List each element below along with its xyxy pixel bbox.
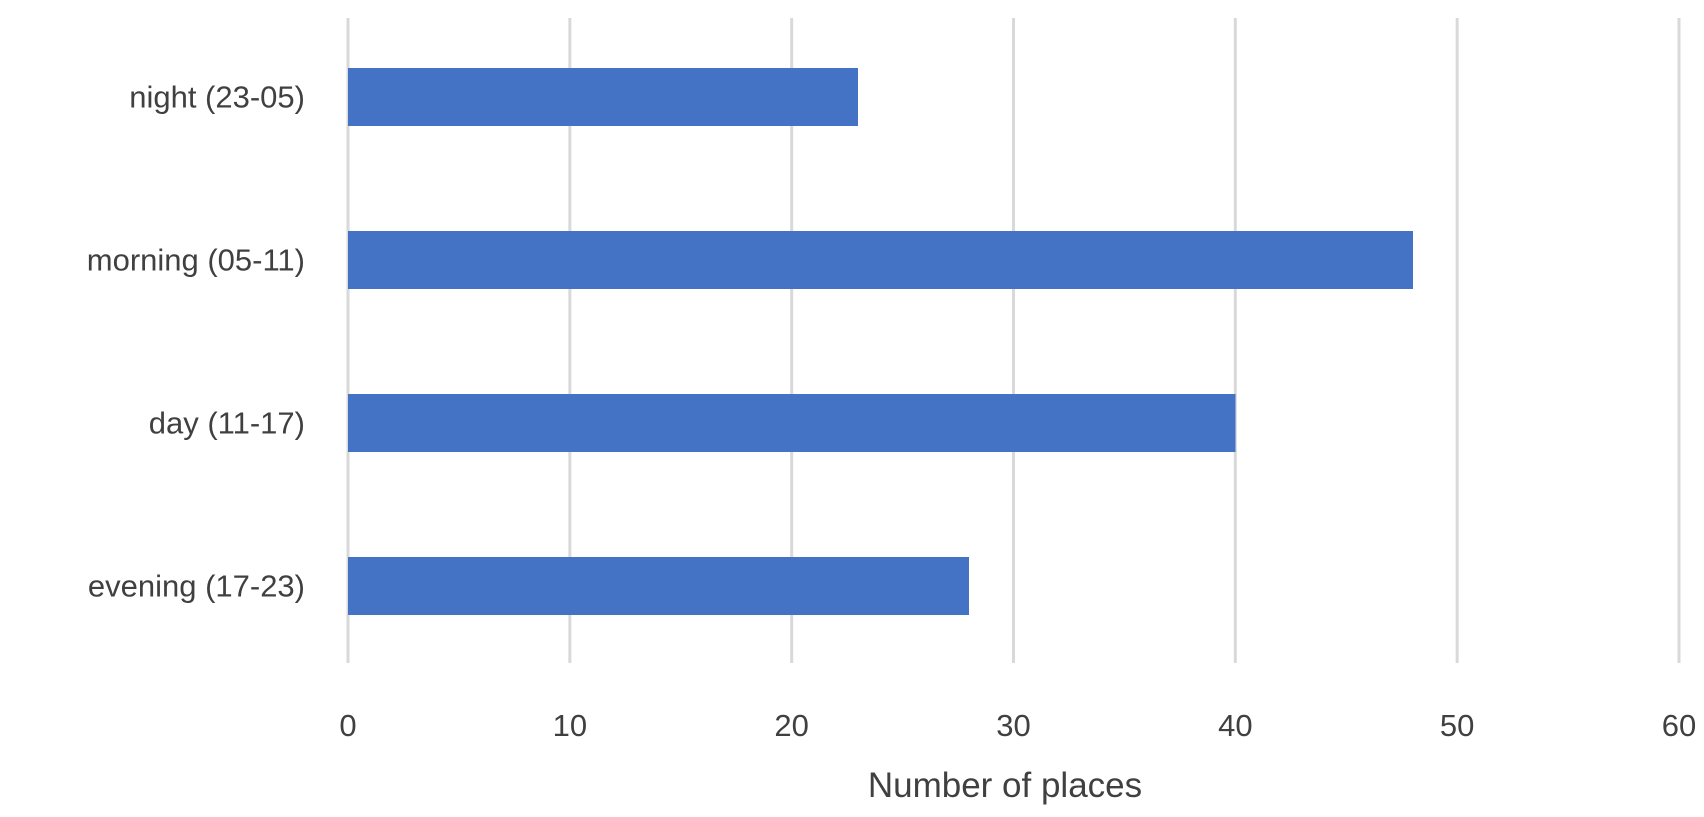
x-axis-title: Number of places — [868, 766, 1142, 805]
x-tick-label: 60 — [1662, 708, 1696, 743]
bars — [348, 68, 1413, 615]
bar — [348, 394, 1236, 452]
x-tick-label: 30 — [996, 708, 1030, 743]
x-tick-label: 50 — [1440, 708, 1474, 743]
bar — [348, 557, 970, 615]
x-tick-label: 40 — [1218, 708, 1252, 743]
category-label: morning (05-11) — [87, 243, 305, 278]
category-labels: night (23-05) morning (05-11) day (11-17) e… — [87, 80, 305, 604]
category-label: day (11-17) — [149, 406, 305, 441]
category-label: evening (17-23) — [88, 569, 305, 604]
category-label: night (23-05) — [129, 80, 305, 115]
bar — [348, 68, 859, 126]
x-tick-label: 0 — [339, 708, 356, 743]
bar — [348, 231, 1413, 289]
x-tick-label: 10 — [553, 708, 587, 743]
x-tick-labels: 0 10 20 30 40 50 60 — [339, 708, 1696, 743]
x-tick-label: 20 — [774, 708, 808, 743]
